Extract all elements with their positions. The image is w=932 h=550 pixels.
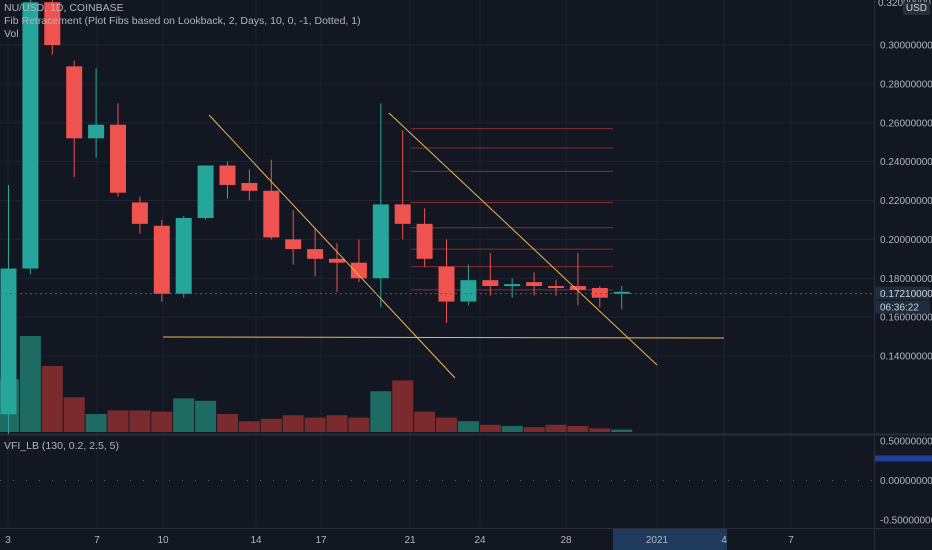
volume-bar [414,411,436,432]
volume-bar [457,421,479,432]
current-price-label: 0.17210000 [880,289,932,300]
candle-body [350,262,367,279]
volume-bar [173,398,195,432]
trendline-2 [388,112,658,366]
candle-body [591,287,608,298]
volume-bar [19,336,41,432]
x-axis-label: 4 [721,535,727,546]
vfi-value-marker [875,455,932,462]
vfi-legend: VFI_LB (130, 0.2, 2.5, 5) [4,440,119,452]
candle-body [131,202,148,224]
candle-body [22,2,39,269]
volume-bar [217,414,238,432]
volume-bar [260,418,282,432]
countdown-label: 06:36:22 [880,303,919,314]
volume-bar [151,411,173,432]
legend-vol: Vol [4,28,19,40]
price-axis-label: 0.30000000 [880,41,932,52]
candle-body [329,258,345,263]
volume-bar [567,426,589,432]
volume-bar [238,421,260,432]
volume-bar [326,415,348,432]
candle-body [372,204,389,279]
x-axis-label: 2021 [646,535,669,546]
candle-body [88,124,105,139]
volume-bar [304,417,326,432]
candle-body [110,124,126,193]
price-axis-label: 0.26000000 [880,118,932,129]
volume-bar [392,380,414,432]
x-axis-label: 24 [474,535,486,546]
candle-body [548,286,564,289]
volume-bar [195,400,217,432]
candle-body [307,249,324,259]
chart-legend: NU/USD, 1D, COINBASE Fib Retracement (Pl… [4,2,361,41]
price-axis-label: 0.20000000 [880,235,932,246]
price-axis-label: 0.14000000 [880,352,932,363]
candle-body [460,280,477,302]
legend-fib: Fib Retracement (Plot Fibs based on Look… [4,15,361,27]
currency-tag[interactable]: USD [902,2,930,15]
candle-body [416,223,433,259]
x-axis-label: 17 [315,535,327,546]
volume-bar [501,426,523,432]
candle-body [153,225,170,294]
legend-symbol: NU/USD, 1D, COINBASE [4,2,124,14]
vfi-axis-label: 0.50000000 [880,437,932,448]
volume-bar [545,424,567,432]
volume-bar [85,414,107,432]
volume-bar [479,424,501,432]
x-axis-label: 10 [157,535,169,546]
candle-body [44,2,61,46]
x-axis-label: 14 [250,535,262,546]
price-axis-label: 0.28000000 [880,79,932,90]
volume-bar [129,410,151,432]
x-axis-label: 7 [788,535,794,546]
volume-bar [41,366,63,432]
volume-bar [611,429,633,432]
volume-bar [282,415,304,432]
date-range-highlight [613,529,727,550]
candle-body [219,165,236,185]
trendline-1 [208,114,456,379]
countdown-label-bg [875,300,930,314]
price-axis-label: 0.18000000 [880,274,932,285]
vfi-axis-label: -0.50000000 [880,516,932,527]
current-price-label-bg [875,286,930,300]
candle-body [285,239,302,250]
volume-bar [370,391,392,432]
support-line [162,336,725,339]
volume-bar [63,397,85,432]
x-axis-label: 28 [560,535,572,546]
volume-bar [107,410,129,432]
candle-body [175,217,192,294]
candle-body [482,280,499,287]
candle-body [394,204,411,224]
x-axis-label: 7 [94,535,100,546]
volume-bar [523,427,545,432]
price-axis-label: 0.22000000 [880,196,932,207]
candle-body [197,165,214,218]
x-axis-label: 3 [5,535,11,546]
volume-bar [589,428,611,432]
candle-body [241,183,258,191]
candle-body [263,190,280,238]
candle-body [526,282,543,287]
candle-body [438,266,455,302]
vfi-axis-label: 0.00000000 [880,476,932,487]
candle-body [569,286,586,290]
volume-bar [436,417,457,432]
volume-bar [348,417,370,432]
candle-body [0,268,17,415]
candle-body [613,291,630,294]
x-axis-label: 21 [404,535,416,546]
price-axis-label: 0.24000000 [880,157,932,168]
candle-body [504,284,521,287]
candle-body [66,66,83,139]
price-axis-label: 0.16000000 [880,313,932,324]
